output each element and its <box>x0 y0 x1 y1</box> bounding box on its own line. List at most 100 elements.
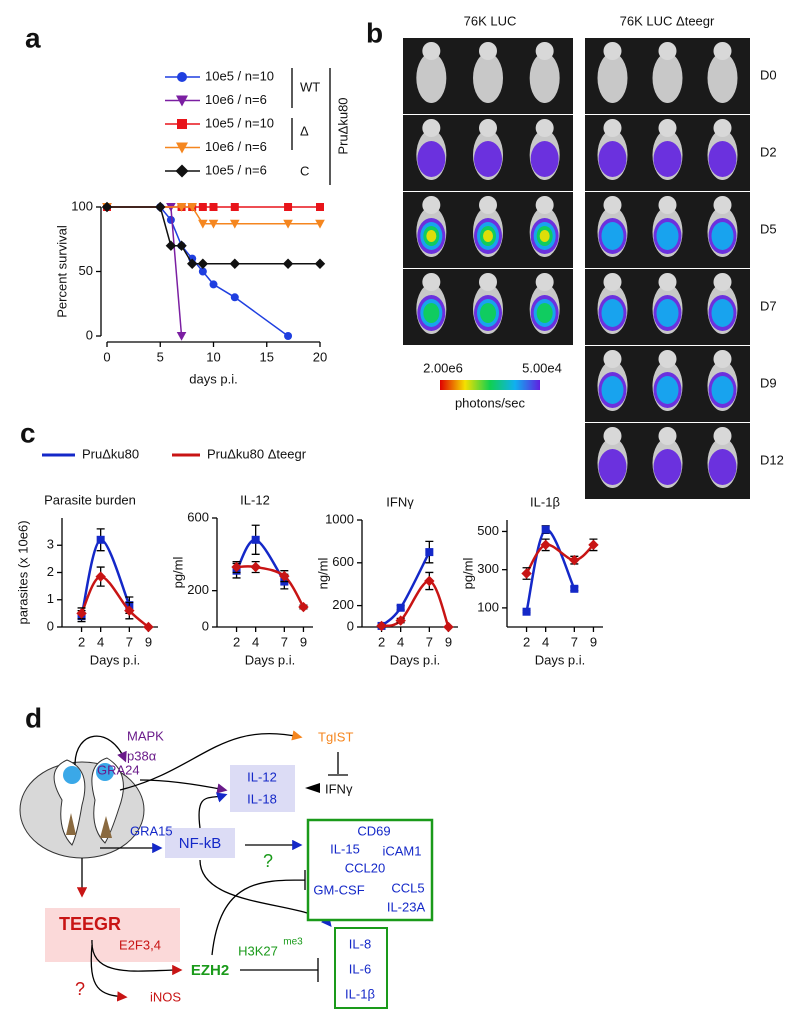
marker <box>424 575 435 587</box>
inhibit <box>240 958 319 982</box>
chart-title: IL-12 <box>240 492 270 507</box>
signal <box>653 141 682 177</box>
legend-title: PruΔku80 <box>335 97 350 154</box>
mouse-head <box>713 42 732 60</box>
legend-marker <box>177 72 187 82</box>
x-tick-label: 4 <box>542 634 549 649</box>
node-label: NF-kB <box>179 835 222 852</box>
x-tick-label: 5 <box>157 349 164 364</box>
marker <box>176 203 187 212</box>
node-box <box>230 765 295 812</box>
signal <box>474 141 502 177</box>
column-header: 76K LUC <box>464 13 517 28</box>
arrowhead <box>305 783 320 793</box>
colorbar-label: 5.00e4 <box>522 360 562 375</box>
question: ? <box>75 979 85 999</box>
mouse <box>597 53 628 103</box>
y-axis-label: Percent survival <box>54 225 69 318</box>
mouse-head <box>422 42 441 60</box>
arrow <box>91 939 183 976</box>
marker <box>187 258 198 269</box>
marker <box>165 240 177 251</box>
x-tick-label: 20 <box>313 349 327 364</box>
marker <box>251 535 260 544</box>
signal <box>480 303 496 323</box>
mouse-head <box>603 119 622 137</box>
mouse-head <box>658 273 677 291</box>
x-tick-label: 10 <box>206 349 220 364</box>
series-line <box>381 579 450 628</box>
signal <box>601 376 624 404</box>
marker <box>198 267 207 276</box>
mouse-head <box>479 273 497 291</box>
mouse-head <box>479 196 497 214</box>
signal <box>656 222 679 250</box>
series-line <box>107 206 289 337</box>
legend-marker <box>176 95 188 107</box>
column-header: 76K LUC Δteegr <box>620 13 715 28</box>
panel-letter: b <box>366 17 383 48</box>
marker <box>143 621 154 633</box>
marker <box>229 258 240 269</box>
marker <box>198 219 208 229</box>
mouse-head <box>713 196 732 214</box>
marker <box>376 620 387 632</box>
series-line <box>235 538 286 583</box>
x-tick-label: 15 <box>260 349 274 364</box>
marker <box>124 605 135 616</box>
y-tick-label: 500 <box>477 523 499 538</box>
marker <box>284 203 293 211</box>
signal <box>536 303 553 323</box>
mouse-head <box>535 196 554 214</box>
legend: PruΔku80 PruΔku80 Δteegr <box>42 446 307 461</box>
y-tick-label: 0 <box>47 618 54 633</box>
signal <box>483 230 493 242</box>
day-label: D12 <box>760 452 784 467</box>
mouse-head <box>479 119 497 137</box>
mouse-head <box>658 350 677 368</box>
signal <box>653 449 682 485</box>
node-label: MAPK <box>127 728 164 743</box>
mouse-head <box>713 273 732 291</box>
y-tick-label: 0 <box>202 618 209 633</box>
signal <box>601 299 624 327</box>
marker <box>443 621 454 633</box>
node-box <box>45 908 180 962</box>
marker <box>314 258 326 269</box>
marker <box>230 203 239 211</box>
node-label: GM-CSF <box>313 882 364 897</box>
marker <box>96 535 105 544</box>
node-label: IL-8 <box>349 936 371 951</box>
x-tick-label: 4 <box>397 634 404 649</box>
series-line <box>525 528 576 612</box>
node-label: CCL20 <box>345 860 385 875</box>
signal <box>711 222 734 250</box>
y-tick-label: 200 <box>332 597 354 612</box>
marker <box>395 615 406 626</box>
mouse-head <box>535 119 554 137</box>
node-label: E2F3,4 <box>119 937 161 952</box>
y-tick-label: 50 <box>79 263 93 278</box>
node-label: CD69 <box>357 823 390 838</box>
mouse-head <box>535 42 554 60</box>
marker <box>521 568 532 579</box>
marker <box>541 525 550 534</box>
y-tick-label: 3 <box>47 537 54 552</box>
marker <box>208 219 219 229</box>
marker <box>540 539 551 551</box>
panel-letter: d <box>25 702 42 733</box>
colorbar-label: 2.00e6 <box>423 360 463 375</box>
mouse-head <box>603 273 622 291</box>
colorbar <box>440 380 540 390</box>
y-tick-label: 0 <box>347 618 354 633</box>
signal <box>656 299 679 327</box>
day-label: D7 <box>760 298 777 313</box>
day-label: D9 <box>760 375 777 390</box>
panel-letter: c <box>20 417 36 448</box>
x-tick-label: 9 <box>590 634 597 649</box>
x-tick-label: 4 <box>252 634 259 649</box>
series-line <box>107 206 320 265</box>
node-label: CCL5 <box>391 880 424 895</box>
marker <box>570 584 579 593</box>
